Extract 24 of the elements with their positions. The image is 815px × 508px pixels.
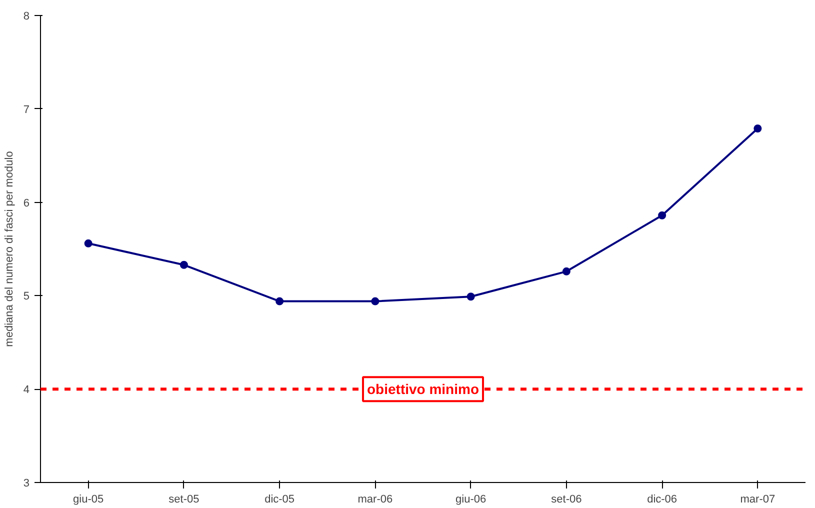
y-axis-title: mediana del numero di fasci per modulo bbox=[3, 151, 16, 347]
point bbox=[562, 267, 570, 276]
y-tick-label: 6 bbox=[23, 197, 30, 210]
point bbox=[180, 260, 188, 269]
x-tick-label: mar-07 bbox=[740, 494, 776, 506]
y-tick-label: 7 bbox=[23, 104, 30, 116]
x-tick-label: giu-06 bbox=[456, 494, 486, 506]
point bbox=[84, 239, 92, 248]
point bbox=[371, 297, 380, 306]
y-tick-label: 3 bbox=[23, 478, 30, 490]
x-tick-label: set-06 bbox=[551, 494, 582, 506]
point bbox=[754, 124, 762, 133]
x-tick-label: mar-06 bbox=[358, 494, 393, 506]
y-tick-label: 5 bbox=[23, 290, 30, 303]
x-tick-label: set-05 bbox=[168, 494, 200, 506]
point bbox=[466, 292, 475, 301]
x-tick-label: giu-05 bbox=[73, 494, 104, 506]
x-tick-label: dic-05 bbox=[264, 494, 295, 506]
y-tick-label: 4 bbox=[23, 384, 30, 396]
point bbox=[276, 297, 284, 306]
x-tick-label: dic-06 bbox=[647, 494, 678, 506]
point bbox=[658, 211, 666, 220]
ref-line-label: obiettivo minimo bbox=[367, 381, 479, 398]
y-tick-label: 8 bbox=[23, 10, 30, 22]
